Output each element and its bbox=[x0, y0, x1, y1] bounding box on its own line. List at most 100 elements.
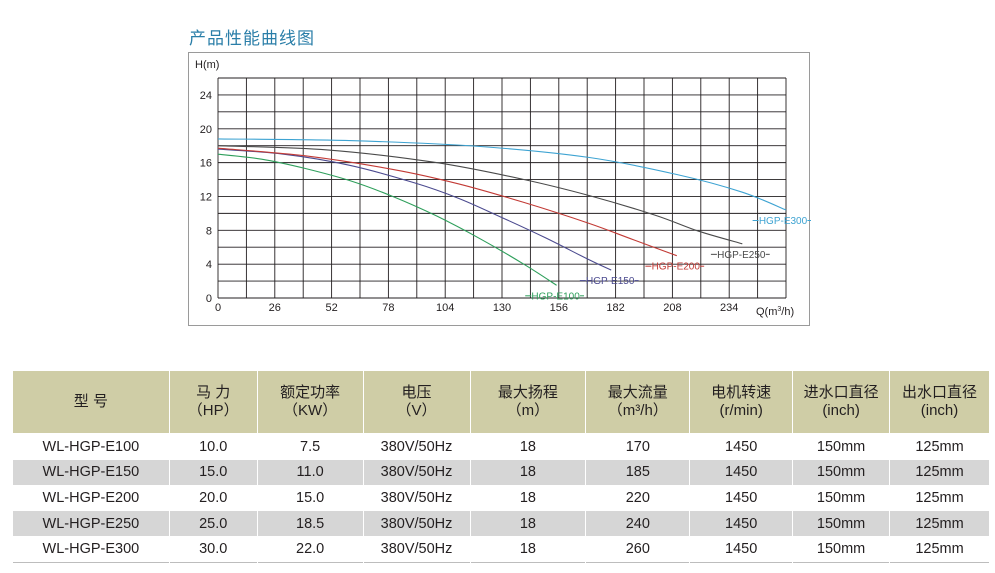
table-header-row: 型 号马 力（HP） 额定功率 （KW） 电压 （V） 最大扬程 （m） 最大流量 （m³/h）… bbox=[12, 370, 990, 434]
y-tick-label: 12 bbox=[200, 191, 212, 203]
table-cell: 170 bbox=[585, 433, 691, 460]
table-cell: 1450 bbox=[689, 459, 794, 486]
series-line-hgp-e300 bbox=[217, 138, 787, 211]
table-cell: 125mm bbox=[889, 510, 990, 537]
table-cell: WL-HGP-E200 bbox=[12, 485, 170, 511]
table-header-4: 最大扬程 （m） bbox=[469, 370, 587, 434]
series-label-hgp-e300: HGP-E300 bbox=[759, 216, 808, 227]
series-label-hgp-e200: HGP-E200 bbox=[652, 262, 701, 273]
table-cell: 125mm bbox=[889, 433, 990, 460]
header-unit: （m） bbox=[506, 402, 550, 419]
series-line-hgp-e100 bbox=[217, 153, 557, 286]
table-cell: 185 bbox=[585, 459, 691, 486]
header-unit: （HP） bbox=[187, 402, 239, 419]
header-name: 电机转速 bbox=[711, 384, 772, 401]
table-cell: 18 bbox=[469, 459, 587, 486]
table-cell: 125mm bbox=[889, 459, 990, 486]
table-cell: 15.0 bbox=[256, 485, 364, 511]
header-name: 最大流量 bbox=[607, 384, 668, 401]
header-name: 型 号 bbox=[73, 393, 108, 410]
table-cell: 18.5 bbox=[256, 510, 364, 537]
table-cell: WL-HGP-E100 bbox=[12, 433, 170, 460]
table-cell: 240 bbox=[585, 510, 691, 537]
header-unit: （m³/h） bbox=[607, 402, 668, 419]
table-header-0: 型 号 bbox=[12, 370, 170, 434]
x-tick-label: 26 bbox=[269, 302, 281, 314]
x-axis-label-tail: /h) bbox=[781, 306, 794, 318]
table-cell: WL-HGP-E300 bbox=[12, 536, 170, 563]
table-cell: 1450 bbox=[689, 433, 794, 460]
x-tick-label: 52 bbox=[325, 302, 337, 314]
table-cell: 150mm bbox=[792, 485, 891, 511]
y-tick-label: 8 bbox=[206, 225, 212, 237]
table-row: WL-HGP-E100 10.0 7.5 380V/50Hz 18 170 1450 150m… bbox=[12, 433, 990, 460]
table-cell: 11.0 bbox=[256, 459, 364, 486]
table-cell: 380V/50Hz bbox=[362, 433, 471, 460]
x-tick-label: 78 bbox=[382, 302, 394, 314]
table-cell: 380V/50Hz bbox=[362, 485, 471, 511]
header-name: 额定功率 bbox=[280, 384, 341, 401]
table-row: WL-HGP-E150 15.0 11.0 380V/50Hz 18 185 1450 150… bbox=[12, 459, 990, 486]
table-cell: 150mm bbox=[792, 510, 891, 537]
table-header-6: 电机转速 (r/min) bbox=[689, 370, 794, 434]
y-tick-label: 20 bbox=[200, 124, 212, 136]
y-axis-label: H(m) bbox=[195, 59, 219, 71]
x-tick-label: 208 bbox=[663, 302, 681, 314]
table-header-7: 进水口直径 (inch) bbox=[792, 370, 891, 434]
table-header-1: 马 力（HP） bbox=[168, 370, 258, 434]
chart-frame: 0 26 52 78 104 130 156 182 208 234 0 4 8 12 16 20 24 H(m)… bbox=[188, 52, 811, 326]
x-tick-label: 130 bbox=[493, 302, 511, 314]
x-tick-label: 234 bbox=[720, 302, 738, 314]
table-cell: 18 bbox=[469, 510, 587, 537]
table-cell: 22.0 bbox=[256, 536, 364, 563]
table-header-3: 电压 （V） bbox=[362, 370, 471, 434]
y-tick-label: 4 bbox=[206, 259, 212, 271]
performance-chart: 0 26 52 78 104 130 156 182 208 234 0 4 8 12 16 20 24 H(m)… bbox=[195, 59, 811, 318]
table-cell: 15.0 bbox=[168, 459, 258, 486]
x-tick-label: 104 bbox=[436, 302, 454, 314]
y-tick-label: 0 bbox=[206, 293, 212, 305]
x-axis-label-sup: 3 bbox=[777, 306, 781, 313]
table-cell: 150mm bbox=[792, 433, 891, 460]
x-axis-label: Q(m3/h) bbox=[756, 306, 794, 318]
table-cell: 10.0 bbox=[168, 433, 258, 460]
spec-table: 型 号马 力（HP） 额定功率 （KW） 电压 （V） 最大扬程 （m） 最大流量 （m³/h）… bbox=[12, 370, 990, 563]
header-unit: (r/min) bbox=[719, 402, 763, 419]
table-cell: 150mm bbox=[792, 459, 891, 486]
x-axis-label-main: Q(m bbox=[756, 306, 777, 318]
header-unit: (inch) bbox=[822, 402, 860, 419]
table-cell: WL-HGP-E250 bbox=[12, 510, 170, 537]
x-tick-label: 182 bbox=[606, 302, 624, 314]
table-cell: 25.0 bbox=[168, 510, 258, 537]
table-cell: WL-HGP-E150 bbox=[12, 459, 170, 486]
table-cell: 125mm bbox=[889, 536, 990, 563]
table-header-2: 额定功率 （KW） bbox=[256, 370, 364, 434]
header-name: 出水口直径 bbox=[902, 384, 978, 401]
series-line-hgp-e200 bbox=[217, 147, 677, 257]
table-cell: 260 bbox=[585, 536, 691, 563]
table-cell: 380V/50Hz bbox=[362, 510, 471, 537]
table-cell: 125mm bbox=[889, 485, 990, 511]
y-tick-label: 16 bbox=[200, 158, 212, 170]
table-cell: 1450 bbox=[689, 485, 794, 511]
series-line-hgp-e150 bbox=[217, 148, 612, 271]
table-cell: 7.5 bbox=[256, 433, 364, 460]
table-cell: 18 bbox=[469, 536, 587, 563]
table-row: WL-HGP-E300 30.0 22.0 380V/50Hz 18 260 1450 150… bbox=[12, 536, 990, 563]
table-cell: 1450 bbox=[689, 510, 794, 537]
header-unit: （KW） bbox=[283, 402, 338, 419]
x-tick-label: 0 bbox=[215, 302, 221, 314]
table-row: WL-HGP-E250 25.0 18.5 380V/50Hz 18 240 1450 150… bbox=[12, 510, 990, 537]
y-tick-label: 24 bbox=[200, 90, 212, 102]
table-header-5: 最大流量 （m³/h） bbox=[585, 370, 691, 434]
table-cell: 18 bbox=[469, 433, 587, 460]
table-cell: 20.0 bbox=[168, 485, 258, 511]
table-cell: 30.0 bbox=[168, 536, 258, 563]
series-label-hgp-e250: HGP-E250 bbox=[717, 250, 766, 261]
table-cell: 380V/50Hz bbox=[362, 536, 471, 563]
header-name: 进水口直径 bbox=[803, 384, 879, 401]
header-name: 电压 bbox=[401, 384, 432, 401]
table-cell: 220 bbox=[585, 485, 691, 511]
page-title: 产品性能曲线图 bbox=[189, 29, 315, 49]
header-name: 马 力 bbox=[196, 384, 231, 401]
